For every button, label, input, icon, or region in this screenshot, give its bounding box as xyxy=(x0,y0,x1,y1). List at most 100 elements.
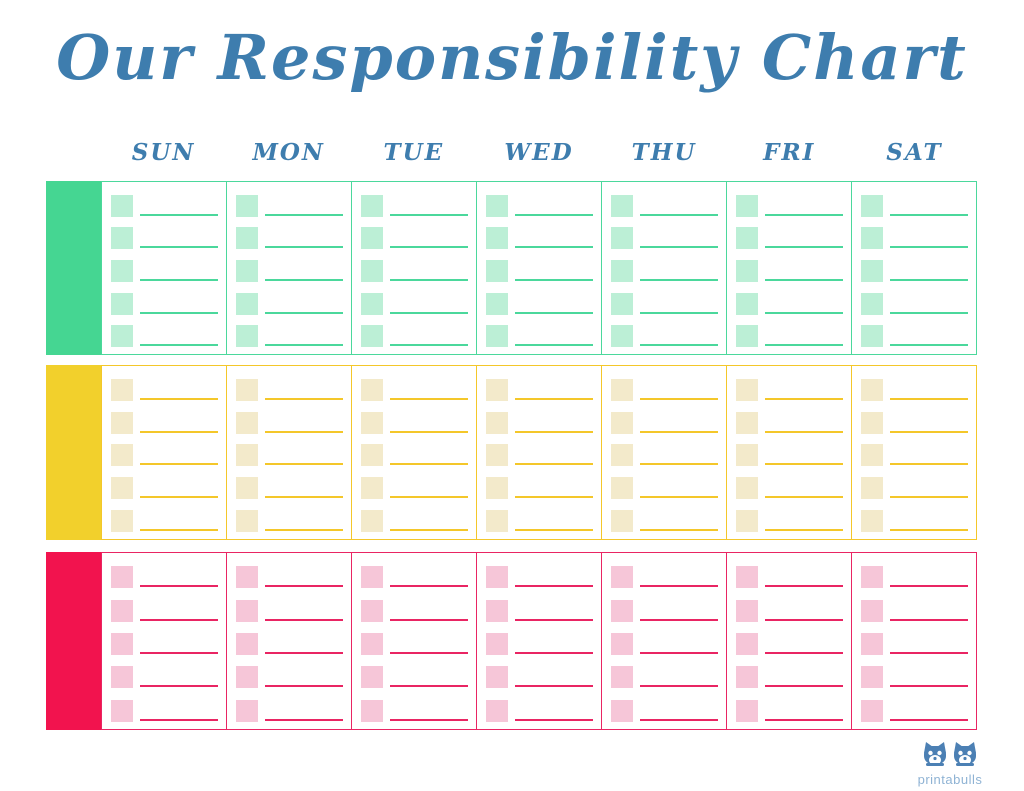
task-checkbox[interactable] xyxy=(861,510,883,533)
task-write-line[interactable] xyxy=(765,278,843,281)
task-checkbox[interactable] xyxy=(111,666,133,689)
task-write-line[interactable] xyxy=(640,585,718,588)
task-checkbox[interactable] xyxy=(611,666,633,689)
task-write-line[interactable] xyxy=(640,685,718,688)
task-write-line[interactable] xyxy=(265,496,343,499)
task-checkbox[interactable] xyxy=(486,666,508,689)
task-write-line[interactable] xyxy=(890,529,968,532)
task-checkbox[interactable] xyxy=(486,325,508,348)
task-checkbox[interactable] xyxy=(486,259,508,282)
task-checkbox[interactable] xyxy=(486,292,508,315)
task-write-line[interactable] xyxy=(390,618,468,621)
task-checkbox[interactable] xyxy=(736,411,758,434)
task-checkbox[interactable] xyxy=(361,444,383,467)
task-write-line[interactable] xyxy=(640,618,718,621)
task-checkbox[interactable] xyxy=(486,632,508,655)
task-checkbox[interactable] xyxy=(736,194,758,217)
task-write-line[interactable] xyxy=(515,685,593,688)
task-checkbox[interactable] xyxy=(486,510,508,533)
task-checkbox[interactable] xyxy=(736,325,758,348)
task-checkbox[interactable] xyxy=(611,699,633,722)
task-checkbox[interactable] xyxy=(111,510,133,533)
task-write-line[interactable] xyxy=(890,585,968,588)
task-write-line[interactable] xyxy=(390,585,468,588)
task-checkbox[interactable] xyxy=(611,477,633,500)
task-checkbox[interactable] xyxy=(736,599,758,622)
task-checkbox[interactable] xyxy=(236,566,258,589)
task-write-line[interactable] xyxy=(265,397,343,400)
task-write-line[interactable] xyxy=(390,344,468,347)
task-checkbox[interactable] xyxy=(236,444,258,467)
task-write-line[interactable] xyxy=(765,311,843,314)
task-write-line[interactable] xyxy=(515,585,593,588)
task-write-line[interactable] xyxy=(265,685,343,688)
task-checkbox[interactable] xyxy=(861,632,883,655)
task-write-line[interactable] xyxy=(515,718,593,721)
task-write-line[interactable] xyxy=(265,213,343,216)
task-checkbox[interactable] xyxy=(236,292,258,315)
task-checkbox[interactable] xyxy=(861,444,883,467)
task-checkbox[interactable] xyxy=(736,666,758,689)
task-checkbox[interactable] xyxy=(611,227,633,250)
task-write-line[interactable] xyxy=(390,246,468,249)
task-write-line[interactable] xyxy=(765,246,843,249)
task-write-line[interactable] xyxy=(640,344,718,347)
task-write-line[interactable] xyxy=(765,529,843,532)
task-checkbox[interactable] xyxy=(611,411,633,434)
task-write-line[interactable] xyxy=(765,430,843,433)
task-write-line[interactable] xyxy=(265,718,343,721)
task-checkbox[interactable] xyxy=(736,477,758,500)
task-write-line[interactable] xyxy=(890,278,968,281)
task-write-line[interactable] xyxy=(265,311,343,314)
task-write-line[interactable] xyxy=(515,397,593,400)
task-checkbox[interactable] xyxy=(236,194,258,217)
task-checkbox[interactable] xyxy=(861,194,883,217)
task-write-line[interactable] xyxy=(515,213,593,216)
task-checkbox[interactable] xyxy=(486,699,508,722)
task-write-line[interactable] xyxy=(515,278,593,281)
task-write-line[interactable] xyxy=(640,430,718,433)
task-checkbox[interactable] xyxy=(361,292,383,315)
task-checkbox[interactable] xyxy=(111,632,133,655)
task-write-line[interactable] xyxy=(140,618,218,621)
task-write-line[interactable] xyxy=(140,463,218,466)
task-write-line[interactable] xyxy=(765,651,843,654)
task-checkbox[interactable] xyxy=(736,510,758,533)
task-write-line[interactable] xyxy=(890,651,968,654)
task-write-line[interactable] xyxy=(140,278,218,281)
task-checkbox[interactable] xyxy=(861,292,883,315)
task-write-line[interactable] xyxy=(765,585,843,588)
task-checkbox[interactable] xyxy=(736,566,758,589)
task-checkbox[interactable] xyxy=(861,411,883,434)
task-checkbox[interactable] xyxy=(861,378,883,401)
task-checkbox[interactable] xyxy=(361,194,383,217)
task-write-line[interactable] xyxy=(390,651,468,654)
task-checkbox[interactable] xyxy=(111,599,133,622)
task-write-line[interactable] xyxy=(390,496,468,499)
task-checkbox[interactable] xyxy=(611,259,633,282)
task-write-line[interactable] xyxy=(890,496,968,499)
task-checkbox[interactable] xyxy=(736,227,758,250)
task-checkbox[interactable] xyxy=(111,566,133,589)
task-checkbox[interactable] xyxy=(861,325,883,348)
task-write-line[interactable] xyxy=(140,651,218,654)
task-write-line[interactable] xyxy=(265,278,343,281)
task-checkbox[interactable] xyxy=(486,599,508,622)
task-write-line[interactable] xyxy=(640,463,718,466)
task-write-line[interactable] xyxy=(515,496,593,499)
task-write-line[interactable] xyxy=(765,344,843,347)
task-checkbox[interactable] xyxy=(111,477,133,500)
task-checkbox[interactable] xyxy=(236,699,258,722)
task-write-line[interactable] xyxy=(890,430,968,433)
task-checkbox[interactable] xyxy=(111,444,133,467)
task-checkbox[interactable] xyxy=(861,699,883,722)
task-checkbox[interactable] xyxy=(236,227,258,250)
task-write-line[interactable] xyxy=(140,529,218,532)
task-write-line[interactable] xyxy=(890,685,968,688)
task-checkbox[interactable] xyxy=(236,666,258,689)
task-checkbox[interactable] xyxy=(486,227,508,250)
task-checkbox[interactable] xyxy=(236,411,258,434)
task-checkbox[interactable] xyxy=(361,227,383,250)
task-checkbox[interactable] xyxy=(611,194,633,217)
task-write-line[interactable] xyxy=(265,344,343,347)
